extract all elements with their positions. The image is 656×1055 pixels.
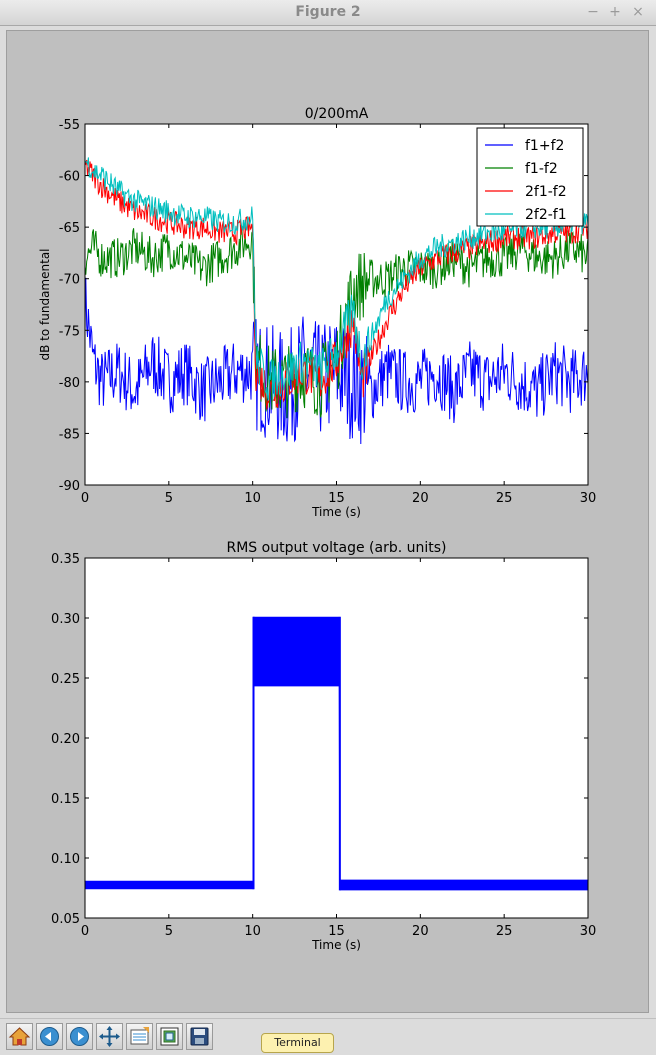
y-tick-label: 0.15 — [51, 792, 80, 807]
y-tick-label: 0.10 — [51, 852, 80, 867]
y-tick-label: -85 — [59, 427, 80, 442]
legend-label: f1+f2 — [525, 138, 564, 154]
chart-title-top: 0/200mA — [305, 106, 369, 122]
x-axis-label-bottom: Time (s) — [311, 938, 361, 952]
x-tick-label: 10 — [244, 491, 261, 506]
pan-button[interactable] — [96, 1023, 123, 1050]
x-tick-label: 25 — [496, 924, 513, 939]
ticks-top: 0 5 10 15 20 25 30 -90 -85 -80 -75 -70 -65 -60 -55 — [59, 118, 597, 506]
ticks-bottom: 0 5 10 15 20 25 30 0.05 0.10 0.15 0.20 0.25 0.30 0.35 — [51, 552, 596, 939]
chart-bottom: 0 5 10 15 20 25 30 0.05 0.10 0.15 0.20 0.25 0.30 0.35… — [51, 540, 596, 952]
home-icon — [8, 1027, 31, 1046]
navigation-toolbar: Terminal — [0, 1018, 656, 1055]
forward-icon — [70, 1027, 89, 1046]
x-tick-label: 20 — [412, 924, 429, 939]
x-tick-label: 0 — [81, 491, 89, 506]
x-tick-label: 30 — [580, 924, 597, 939]
save-button[interactable] — [186, 1023, 213, 1050]
back-icon — [40, 1027, 59, 1046]
series-line-2f2-f1 — [85, 157, 588, 401]
y-tick-label: 0.25 — [51, 672, 80, 687]
legend-label: f1-f2 — [525, 161, 558, 177]
figure-canvas[interactable]: 0 5 10 15 20 25 30 -90 -85 -80 -75 -70 -65 -60 -55 0/2… — [6, 30, 649, 1013]
minimize-button[interactable]: − — [587, 4, 599, 20]
legend-label: 2f1-f2 — [525, 184, 567, 200]
plot-area-bottom — [85, 558, 588, 918]
y-tick-label: -75 — [59, 324, 80, 339]
legend-box — [476, 127, 584, 227]
taskbar-terminal[interactable]: Terminal — [261, 1033, 334, 1053]
legend-top: f1+f2 f1-f2 2f1-f2 2f2-f1 — [476, 127, 584, 227]
home-button[interactable] — [6, 1023, 33, 1050]
forward-button[interactable] — [66, 1023, 93, 1050]
series-group-top — [85, 157, 588, 445]
y-tick-label: 0.30 — [51, 612, 80, 627]
edit-axes-icon — [160, 1027, 179, 1046]
chart-top: 0 5 10 15 20 25 30 -90 -85 -80 -75 -70 -65 -60 -55 0/2… — [38, 106, 596, 519]
figure-svg: 0 5 10 15 20 25 30 -90 -85 -80 -75 -70 -65 -60 -55 0/2… — [38, 106, 596, 952]
y-tick-label: 0.05 — [51, 912, 80, 927]
x-tick-label: 25 — [496, 491, 513, 506]
x-tick-label: 10 — [244, 924, 261, 939]
rms-voltage-line — [84, 616, 589, 891]
subplots-icon — [130, 1027, 149, 1045]
close-button[interactable]: × — [632, 4, 644, 20]
y-tick-label: -65 — [59, 221, 80, 236]
y-tick-label: -60 — [59, 170, 80, 185]
back-button[interactable] — [36, 1023, 63, 1050]
y-tick-label: -70 — [59, 273, 80, 288]
y-tick-label: 0.20 — [51, 732, 80, 747]
y-tick-label: -80 — [59, 376, 80, 391]
edit-axes-button[interactable] — [156, 1023, 183, 1050]
chart-title-bottom: RMS output voltage (arb. units) — [227, 540, 447, 556]
subplots-button[interactable] — [126, 1023, 153, 1050]
series-group-bottom — [84, 616, 589, 891]
y-tick-label: -90 — [59, 479, 80, 494]
maximize-button[interactable]: + — [609, 4, 621, 20]
y-tick-label: 0.35 — [51, 552, 80, 567]
x-tick-label: 0 — [81, 924, 89, 939]
x-tick-label: 5 — [165, 924, 173, 939]
x-tick-label: 20 — [412, 491, 429, 506]
series-line-f1+f2 — [85, 277, 588, 445]
window-titlebar[interactable]: Figure 2 − + × — [0, 0, 656, 26]
x-tick-label: 5 — [165, 491, 173, 506]
pan-icon — [99, 1026, 120, 1047]
x-tick-label: 15 — [328, 491, 345, 506]
save-icon — [190, 1027, 209, 1046]
x-tick-label: 15 — [328, 924, 345, 939]
x-axis-label-top: Time (s) — [311, 505, 361, 519]
window-title: Figure 2 — [295, 4, 361, 20]
y-tick-label: -55 — [59, 118, 80, 133]
x-tick-label: 30 — [580, 491, 597, 506]
y-axis-label-top: dB to fundamental — [38, 248, 52, 360]
legend-label: 2f2-f1 — [525, 207, 567, 223]
